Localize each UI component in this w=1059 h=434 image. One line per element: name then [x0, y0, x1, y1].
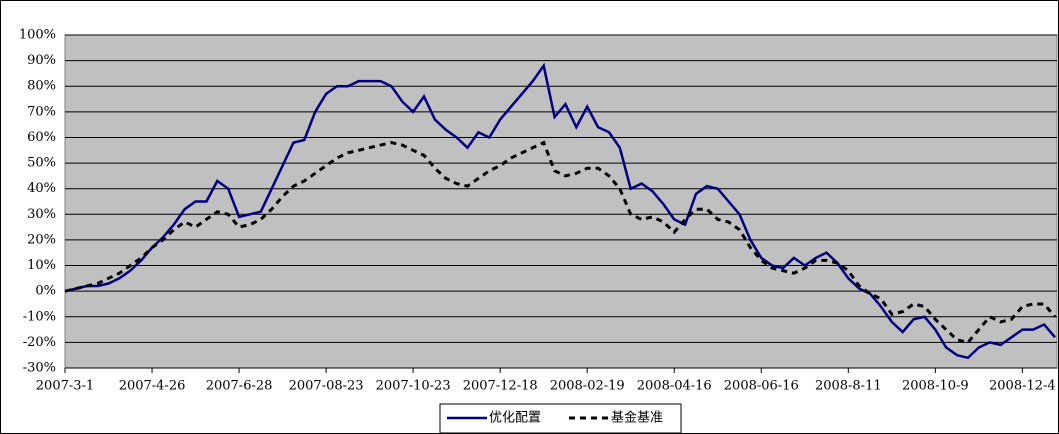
- x-tick-label: 2007-3-1: [36, 379, 94, 394]
- legend-label: 优化配置: [489, 411, 541, 426]
- y-tick-label: 100%: [19, 28, 56, 43]
- x-tick-label: 2008-02-19: [550, 379, 625, 394]
- x-tick-label: 2008-06-16: [724, 379, 799, 394]
- legend-label: 基金基准: [611, 410, 663, 426]
- x-tick-label: 2008-12-4: [989, 379, 1056, 394]
- y-tick-label: 30%: [27, 207, 56, 222]
- y-tick-label: 10%: [27, 258, 56, 273]
- x-tick-label: 2007-10-23: [376, 379, 451, 394]
- y-tick-label: 20%: [27, 232, 56, 247]
- y-tick-label: 60%: [27, 130, 56, 145]
- x-tick-label: 2007-12-18: [463, 379, 538, 394]
- series-line: [64, 62, 1056, 360]
- y-tick-label: 80%: [27, 79, 56, 94]
- y-tick-label: 50%: [27, 156, 56, 171]
- x-tick-label: 2008-8-11: [815, 379, 882, 394]
- x-tick-label: 2007-08-23: [289, 379, 364, 394]
- y-tick-label: 40%: [27, 181, 56, 196]
- plot-area: [64, 34, 1058, 369]
- legend: 优化配置 基金基准: [439, 403, 682, 434]
- y-tick-label: 90%: [27, 53, 56, 68]
- x-tick-label: 2008-04-16: [637, 379, 712, 394]
- series-line: [64, 140, 1057, 345]
- y-tick-label: -20%: [23, 335, 56, 350]
- x-tick-label: 2007-4-26: [119, 379, 186, 394]
- y-tick-label: -30%: [23, 361, 56, 376]
- x-tick-label: 2008-10-9: [902, 379, 969, 394]
- x-tick-label: 2007-6-28: [206, 379, 273, 394]
- y-tick-label: 0%: [35, 284, 56, 299]
- y-tick-label: 70%: [27, 104, 56, 119]
- y-tick-label: -10%: [23, 309, 56, 324]
